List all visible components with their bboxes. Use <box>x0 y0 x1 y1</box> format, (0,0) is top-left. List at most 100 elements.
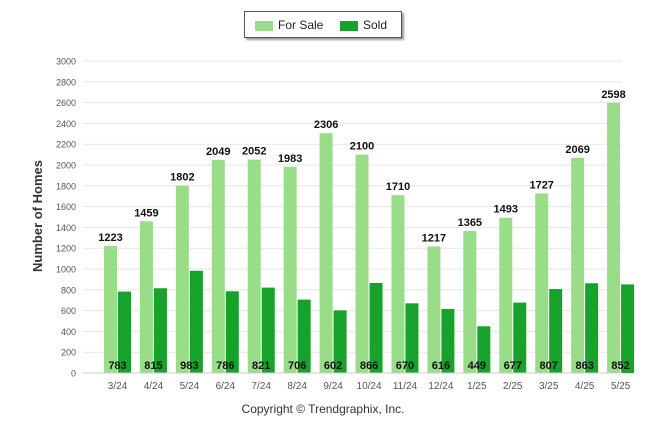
y-tick-label: 2400 <box>56 119 76 129</box>
bar-for-sale <box>319 133 333 373</box>
data-label-sold: 616 <box>432 360 450 372</box>
bar-sold <box>405 303 419 373</box>
y-axis-title: Number of Homes <box>30 160 45 272</box>
data-label-for-sale: 1802 <box>170 172 194 184</box>
y-tick-label: 2600 <box>56 98 76 108</box>
bar-for-sale <box>211 159 225 373</box>
y-tick-label: 3000 <box>56 57 76 67</box>
data-label-sold: 863 <box>575 360 593 372</box>
bar-sold <box>189 270 203 373</box>
x-tick-label: 12/24 <box>428 381 453 392</box>
data-label-for-sale: 1223 <box>98 232 122 244</box>
data-label-sold: 852 <box>611 360 629 372</box>
bar-for-sale <box>463 231 477 373</box>
y-tick-label: 200 <box>61 348 76 358</box>
bar-for-sale <box>427 246 441 373</box>
y-tick-label: 800 <box>61 285 76 295</box>
data-label-for-sale: 1365 <box>458 217 482 229</box>
bar-for-sale <box>283 166 297 373</box>
data-label-for-sale: 1983 <box>278 153 302 165</box>
data-label-sold: 602 <box>324 360 342 372</box>
legend-label-sold: Sold <box>363 18 388 32</box>
x-tick-label: 3/24 <box>108 381 128 392</box>
legend-label-for-sale: For Sale <box>278 18 324 32</box>
data-label-for-sale: 1493 <box>494 204 518 216</box>
data-label-sold: 786 <box>216 360 234 372</box>
x-tick-label: 4/25 <box>575 381 595 392</box>
y-tick-label: 2800 <box>56 77 76 87</box>
data-label-for-sale: 1217 <box>422 232 446 244</box>
copyright-text: Copyright © Trendgraphix, Inc. <box>241 402 405 416</box>
bars <box>104 102 635 374</box>
y-tick-label: 1400 <box>56 223 76 233</box>
bar-sold <box>333 310 347 373</box>
data-label-sold: 677 <box>504 360 522 372</box>
bar-for-sale <box>499 217 513 373</box>
data-label-for-sale: 2598 <box>601 89 625 101</box>
data-label-for-sale: 1459 <box>134 207 158 219</box>
y-tick-label: 1800 <box>56 181 76 191</box>
data-label-sold: 807 <box>540 360 558 372</box>
bar-sold <box>585 283 599 373</box>
data-label-sold: 706 <box>288 360 306 372</box>
bar-for-sale <box>535 193 549 373</box>
data-label-for-sale: 1710 <box>386 181 410 193</box>
x-tick-label: 9/24 <box>323 381 343 392</box>
y-tick-label: 2000 <box>56 161 76 171</box>
bar-for-sale <box>607 102 621 374</box>
y-tick-label: 1000 <box>56 265 76 275</box>
legend-swatch-for-sale <box>255 21 273 31</box>
bar-sold <box>261 287 275 373</box>
bar-for-sale <box>175 185 189 373</box>
data-label-for-sale: 2100 <box>350 141 374 153</box>
y-tick-label: 2200 <box>56 140 76 150</box>
x-tick-label: 6/24 <box>216 381 236 392</box>
data-label-sold: 783 <box>108 360 126 372</box>
bar-for-sale <box>571 157 585 373</box>
y-tick-label: 600 <box>61 306 76 316</box>
y-tick-label: 400 <box>61 327 76 337</box>
bar-for-sale <box>247 159 261 373</box>
bar-sold <box>477 326 491 373</box>
bar-sold <box>441 308 455 373</box>
x-tick-label: 3/25 <box>539 381 559 392</box>
x-tick-label: 5/25 <box>611 381 631 392</box>
data-label-for-sale: 2052 <box>242 146 266 158</box>
data-label-sold: 449 <box>468 360 486 372</box>
data-label-sold: 983 <box>180 360 198 372</box>
bar-sold <box>369 282 383 373</box>
data-label-sold: 821 <box>252 360 270 372</box>
data-labels: 1223 783 1459 815 1802 983 2049 786 2052 821 1983 7… <box>98 89 629 372</box>
data-label-sold: 815 <box>144 360 162 372</box>
x-tick-label: 5/24 <box>180 381 200 392</box>
x-tick-label: 4/24 <box>144 381 164 392</box>
bar-sold <box>225 291 239 373</box>
grid-lines <box>83 60 622 374</box>
bar-for-sale <box>355 154 369 373</box>
legend: For Sale Sold <box>244 11 402 38</box>
bar-sold <box>549 289 563 373</box>
data-label-for-sale: 2049 <box>206 146 230 158</box>
x-tick-label: 10/24 <box>357 381 382 392</box>
x-tick-label: 8/24 <box>287 381 307 392</box>
x-tick-label: 2/25 <box>503 381 523 392</box>
y-axis-ticks: 0 200 400 600 800 1000 1200 1400 1600 1800 2000 220… <box>56 57 76 379</box>
bar-sold <box>118 291 131 373</box>
y-tick-label: 0 <box>71 369 76 379</box>
data-label-for-sale: 2306 <box>314 119 338 131</box>
data-label-sold: 670 <box>396 360 414 372</box>
data-label-for-sale: 1727 <box>529 179 553 191</box>
x-tick-label: 7/24 <box>251 381 271 392</box>
bar-sold <box>513 302 527 373</box>
bar-sold <box>297 299 311 373</box>
data-label-for-sale: 2069 <box>565 144 589 156</box>
bar-for-sale <box>391 195 405 373</box>
y-tick-label: 1200 <box>56 244 76 254</box>
legend-swatch-sold <box>340 21 358 31</box>
bar-for-sale <box>139 221 153 373</box>
x-tick-label: 11/24 <box>393 381 418 392</box>
bar-for-sale <box>104 245 117 373</box>
bar-sold <box>153 288 167 373</box>
x-tick-label: 1/25 <box>467 381 487 392</box>
